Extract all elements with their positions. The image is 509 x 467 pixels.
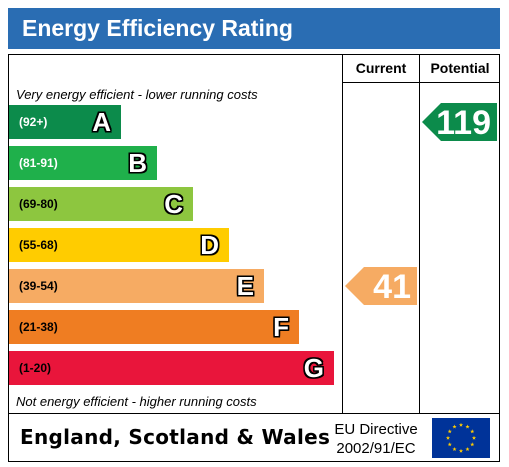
band-letter: C xyxy=(164,189,183,219)
footer xyxy=(8,414,500,462)
bottom-note: Not energy efficient - higher running co… xyxy=(16,394,257,409)
band-range-label: (21-38) xyxy=(19,320,58,334)
eu-star-icon xyxy=(471,435,477,440)
potential-column-divider xyxy=(419,54,420,414)
eu-star-icon xyxy=(447,429,452,434)
band-range-label: (92+) xyxy=(19,115,48,129)
region-label: England, Scotland & Wales xyxy=(20,425,331,449)
eu-star-icon xyxy=(445,435,451,440)
eu-star-icon xyxy=(470,429,475,434)
directive-line-1: EU Directive xyxy=(334,421,418,438)
band-e: (39-54) E xyxy=(9,269,264,303)
potential-rating-arrow: 119 xyxy=(422,103,497,141)
rating-frame xyxy=(8,54,500,414)
current-column-header: Current xyxy=(355,60,407,76)
band-g: (1-20) G xyxy=(9,351,334,385)
chart-title: Energy Efficiency Rating xyxy=(8,8,500,49)
potential-rating-value: 119 xyxy=(436,104,491,142)
band-b: (81-91) B xyxy=(9,146,157,180)
directive-line-2: 2002/91/EC xyxy=(336,440,416,457)
band-letter: B xyxy=(128,148,147,178)
eu-star-icon xyxy=(458,422,464,427)
eu-flag-icon xyxy=(432,418,490,458)
eu-star-icon xyxy=(470,442,475,447)
band-d: (55-68) D xyxy=(9,228,229,262)
band-letter: G xyxy=(303,353,324,383)
eu-star-icon xyxy=(465,447,470,452)
band-range-label: (81-91) xyxy=(19,156,58,170)
eu-directive: EU Directive 2002/91/EC xyxy=(326,420,426,458)
eu-star-icon xyxy=(465,424,470,429)
band-letter: D xyxy=(200,230,219,260)
potential-column-header: Potential xyxy=(430,60,490,76)
band-f: (21-38) F xyxy=(9,310,299,344)
column-header-divider xyxy=(343,82,500,83)
band-c: (69-80) C xyxy=(9,187,193,221)
band-range-label: (1-20) xyxy=(19,361,52,375)
current-rating-value: 41 xyxy=(373,268,411,306)
current-column-divider xyxy=(342,54,343,414)
band-range-label: (55-68) xyxy=(19,238,58,252)
band-a: (92+) A xyxy=(9,105,121,139)
band-letter: F xyxy=(273,312,289,342)
band-letter: E xyxy=(236,271,254,301)
band-range-label: (39-54) xyxy=(19,279,58,293)
eu-star-icon xyxy=(452,447,457,452)
eu-star-icon xyxy=(458,448,464,453)
top-note: Very energy efficient - lower running co… xyxy=(16,87,258,102)
band-range-label: (69-80) xyxy=(19,197,58,211)
band-letter: A xyxy=(92,107,111,137)
eu-star-icon xyxy=(447,442,452,447)
eu-star-icon xyxy=(452,424,457,429)
